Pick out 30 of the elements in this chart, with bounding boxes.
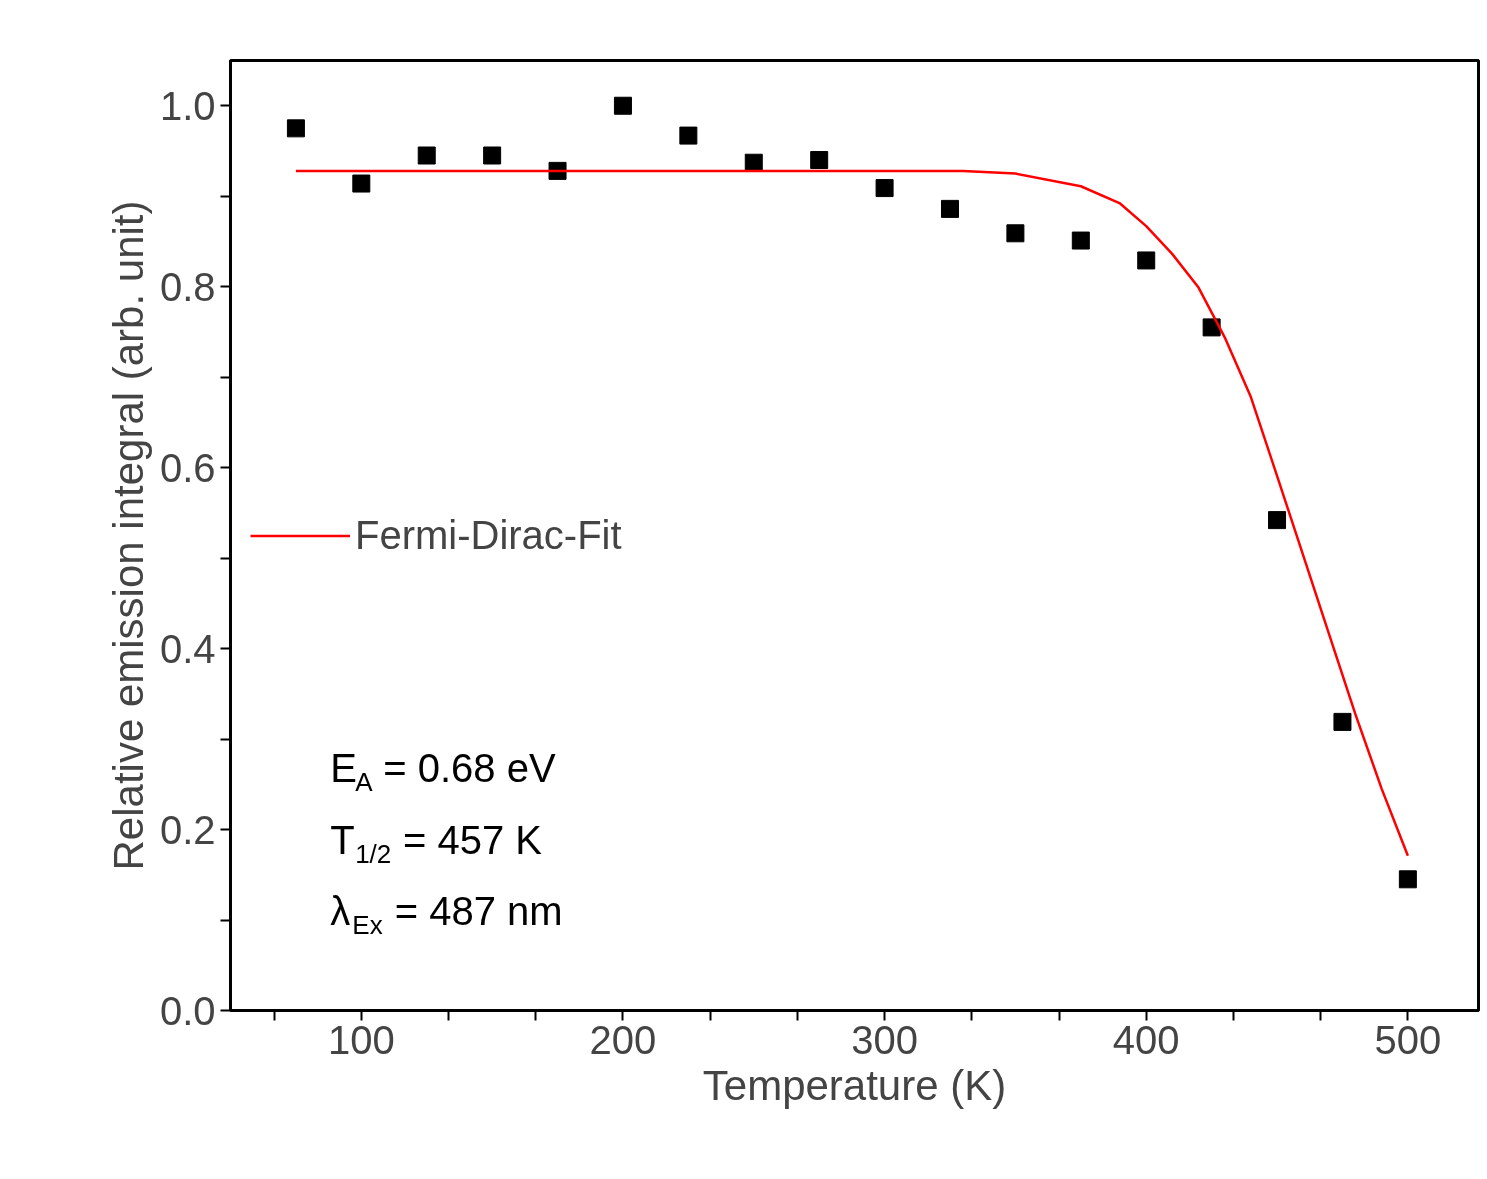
point xyxy=(1268,511,1287,530)
x-axis-title: Temperature (K) xyxy=(702,1061,1007,1109)
point xyxy=(1071,231,1090,250)
y-axis-title: Relative emission integral (arb. unit) xyxy=(104,200,152,871)
point xyxy=(1137,251,1156,270)
y-tick-label: 0.2 xyxy=(159,807,216,852)
y-tick-label: 0.4 xyxy=(159,626,216,671)
point xyxy=(679,126,698,145)
point xyxy=(417,146,436,165)
point xyxy=(352,174,371,193)
point xyxy=(1202,318,1221,337)
point xyxy=(613,96,632,115)
y-tick-label: 0.0 xyxy=(159,988,216,1033)
point xyxy=(875,179,894,198)
point xyxy=(1006,224,1025,243)
point xyxy=(483,146,502,165)
point xyxy=(810,151,829,170)
y-tick-label: 1.0 xyxy=(159,83,216,128)
x-tick-label: 100 xyxy=(327,1017,395,1062)
legend-label: Fermi-Dirac-Fit xyxy=(355,512,622,558)
x-tick-label: 500 xyxy=(1374,1017,1442,1062)
y-tick-label: 0.8 xyxy=(159,264,216,309)
x-tick-label: 200 xyxy=(589,1017,657,1062)
point xyxy=(941,199,959,218)
point xyxy=(286,119,305,138)
x-tick-label: 400 xyxy=(1112,1017,1180,1062)
y-tick-label: 0.6 xyxy=(159,445,216,490)
point xyxy=(1333,712,1352,731)
x-tick-label: 300 xyxy=(851,1017,918,1062)
point xyxy=(1398,870,1417,889)
